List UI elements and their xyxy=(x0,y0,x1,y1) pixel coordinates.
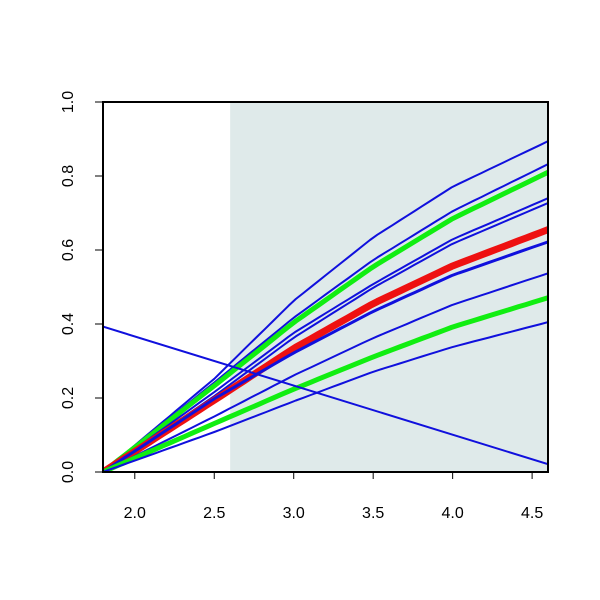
y-tick-label: 0.6 xyxy=(60,239,77,261)
y-tick-label: 0.2 xyxy=(60,387,77,409)
series-line-7 xyxy=(103,240,548,472)
y-tick-label: 0.4 xyxy=(60,313,77,335)
series-layer xyxy=(103,140,548,472)
series-line-1 xyxy=(103,140,548,472)
shaded-region xyxy=(230,102,548,472)
x-tick-label: 4.0 xyxy=(442,505,464,522)
y-tick-label: 1.0 xyxy=(60,91,77,113)
series-line-3 xyxy=(103,169,548,472)
x-tick-label: 2.0 xyxy=(124,505,146,522)
x-tick-label: 3.0 xyxy=(283,505,305,522)
x-tick-label: 2.5 xyxy=(203,505,225,522)
series-line-9 xyxy=(103,295,548,472)
series-line-10 xyxy=(103,321,548,472)
y-tick-label: 0.0 xyxy=(60,461,77,483)
series-line-11 xyxy=(103,325,548,466)
x-axis: 2.0 2.5 3.0 3.5 4.0 4.5 xyxy=(124,471,543,522)
series-line-8 xyxy=(103,272,548,472)
y-axis: 0.0 0.2 0.4 0.6 0.8 1.0 xyxy=(60,91,104,483)
series-line-4 xyxy=(103,197,548,472)
x-tick-label: 3.5 xyxy=(362,505,384,522)
y-tick-label: 0.8 xyxy=(60,165,77,187)
x-tick-label: 4.5 xyxy=(521,505,543,522)
